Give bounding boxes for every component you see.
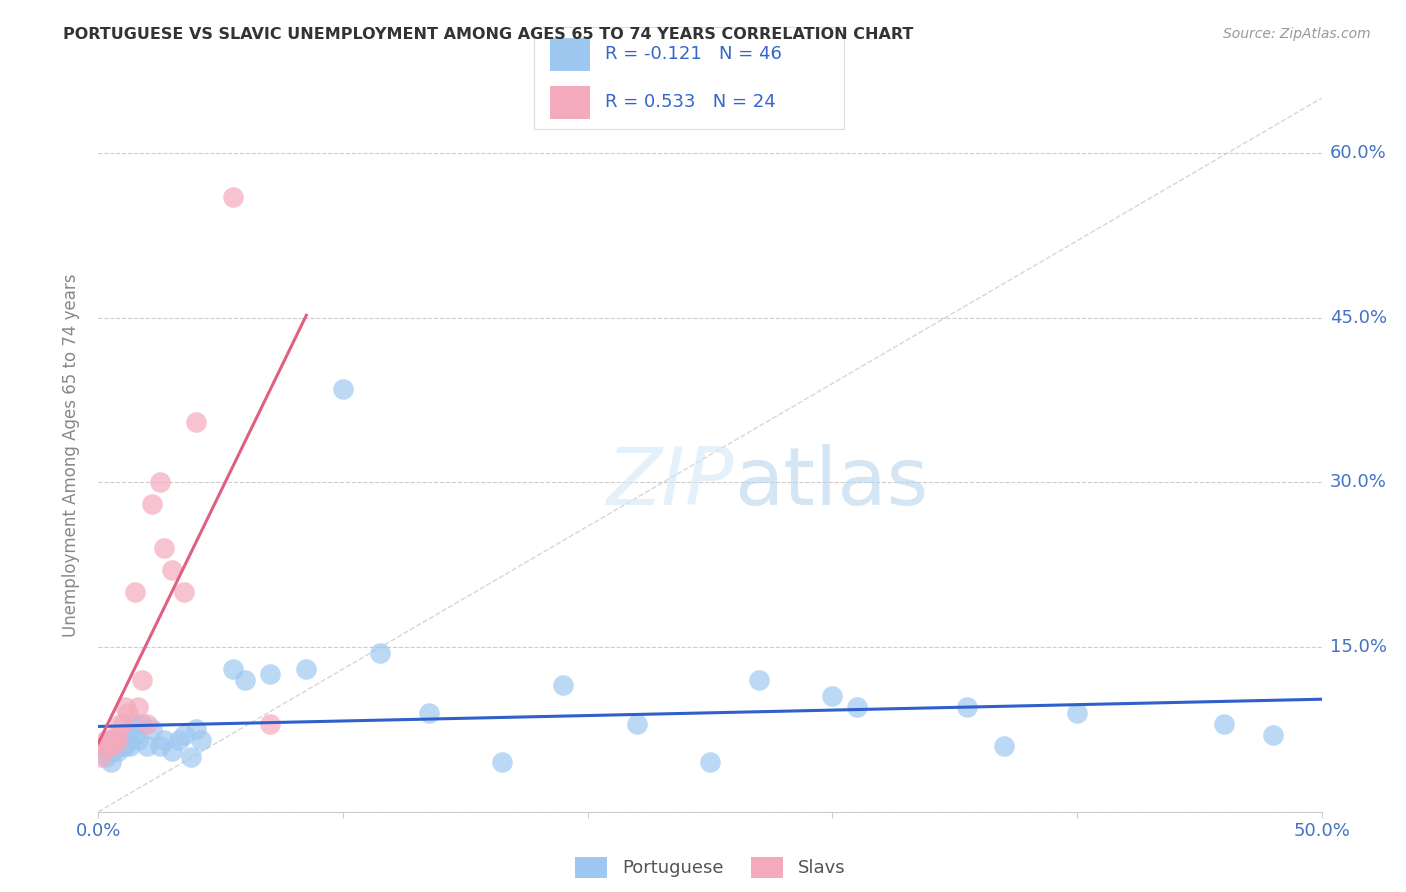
Point xyxy=(136,717,159,731)
Point xyxy=(124,728,146,742)
Point xyxy=(120,739,142,753)
Point xyxy=(100,733,122,747)
Point xyxy=(186,415,208,429)
Point xyxy=(97,744,120,758)
Point xyxy=(222,662,245,676)
Point xyxy=(110,717,132,731)
Text: 15.0%: 15.0% xyxy=(1330,638,1386,656)
Point xyxy=(295,662,318,676)
Point xyxy=(173,585,195,599)
Point xyxy=(104,739,127,753)
Point xyxy=(160,744,183,758)
Point xyxy=(491,756,513,770)
Text: atlas: atlas xyxy=(734,444,929,523)
Point xyxy=(107,733,129,747)
FancyBboxPatch shape xyxy=(550,38,591,70)
Point xyxy=(332,382,354,396)
Point xyxy=(149,475,172,490)
Point xyxy=(993,739,1015,753)
Y-axis label: Unemployment Among Ages 65 to 74 years: Unemployment Among Ages 65 to 74 years xyxy=(62,273,80,637)
FancyBboxPatch shape xyxy=(550,87,591,119)
Point xyxy=(97,739,120,753)
Point xyxy=(100,756,122,770)
Text: Source: ZipAtlas.com: Source: ZipAtlas.com xyxy=(1223,27,1371,41)
Point xyxy=(117,733,139,747)
Point xyxy=(94,733,117,747)
Text: R = -0.121   N = 46: R = -0.121 N = 46 xyxy=(606,45,782,63)
Point xyxy=(110,733,132,747)
Point xyxy=(190,733,212,747)
Point xyxy=(259,667,281,681)
Point xyxy=(821,690,844,704)
Point xyxy=(124,717,146,731)
Point xyxy=(111,717,134,731)
Point xyxy=(101,744,124,758)
Point xyxy=(124,585,146,599)
Point xyxy=(101,739,124,753)
Point xyxy=(180,749,202,764)
Point xyxy=(114,739,136,753)
Point xyxy=(131,717,153,731)
Point xyxy=(699,756,721,770)
Point xyxy=(153,733,176,747)
Point xyxy=(956,700,979,714)
Legend: Portuguese, Slavs: Portuguese, Slavs xyxy=(568,849,852,885)
Point xyxy=(259,717,281,731)
Point xyxy=(101,733,124,747)
Point xyxy=(111,739,134,753)
Point xyxy=(141,723,163,737)
Point xyxy=(91,739,114,753)
Point xyxy=(1066,706,1088,720)
Point xyxy=(107,744,129,758)
Point xyxy=(167,733,190,747)
Point xyxy=(114,700,136,714)
Point xyxy=(845,700,868,714)
Point xyxy=(186,723,208,737)
Point xyxy=(1261,728,1284,742)
Text: 30.0%: 30.0% xyxy=(1330,474,1386,491)
Point xyxy=(141,497,163,511)
Point xyxy=(149,739,172,753)
Point xyxy=(136,739,159,753)
Point xyxy=(127,700,149,714)
Point xyxy=(91,739,114,753)
Point xyxy=(368,646,391,660)
Point xyxy=(117,706,139,720)
Point xyxy=(90,749,112,764)
Point xyxy=(94,749,117,764)
Text: ZIP: ZIP xyxy=(607,444,734,523)
Point xyxy=(131,673,153,687)
Point xyxy=(173,728,195,742)
Point xyxy=(1212,717,1234,731)
Point xyxy=(626,717,648,731)
Text: 60.0%: 60.0% xyxy=(1330,144,1386,162)
Point xyxy=(160,563,183,577)
Point xyxy=(104,728,127,742)
Point xyxy=(153,541,176,556)
Point xyxy=(418,706,440,720)
Point xyxy=(748,673,770,687)
Point xyxy=(233,673,256,687)
Text: 45.0%: 45.0% xyxy=(1330,309,1388,326)
Text: R = 0.533   N = 24: R = 0.533 N = 24 xyxy=(606,93,776,111)
Point xyxy=(222,190,245,204)
Point xyxy=(127,733,149,747)
Point xyxy=(553,678,575,692)
Text: PORTUGUESE VS SLAVIC UNEMPLOYMENT AMONG AGES 65 TO 74 YEARS CORRELATION CHART: PORTUGUESE VS SLAVIC UNEMPLOYMENT AMONG … xyxy=(63,27,914,42)
